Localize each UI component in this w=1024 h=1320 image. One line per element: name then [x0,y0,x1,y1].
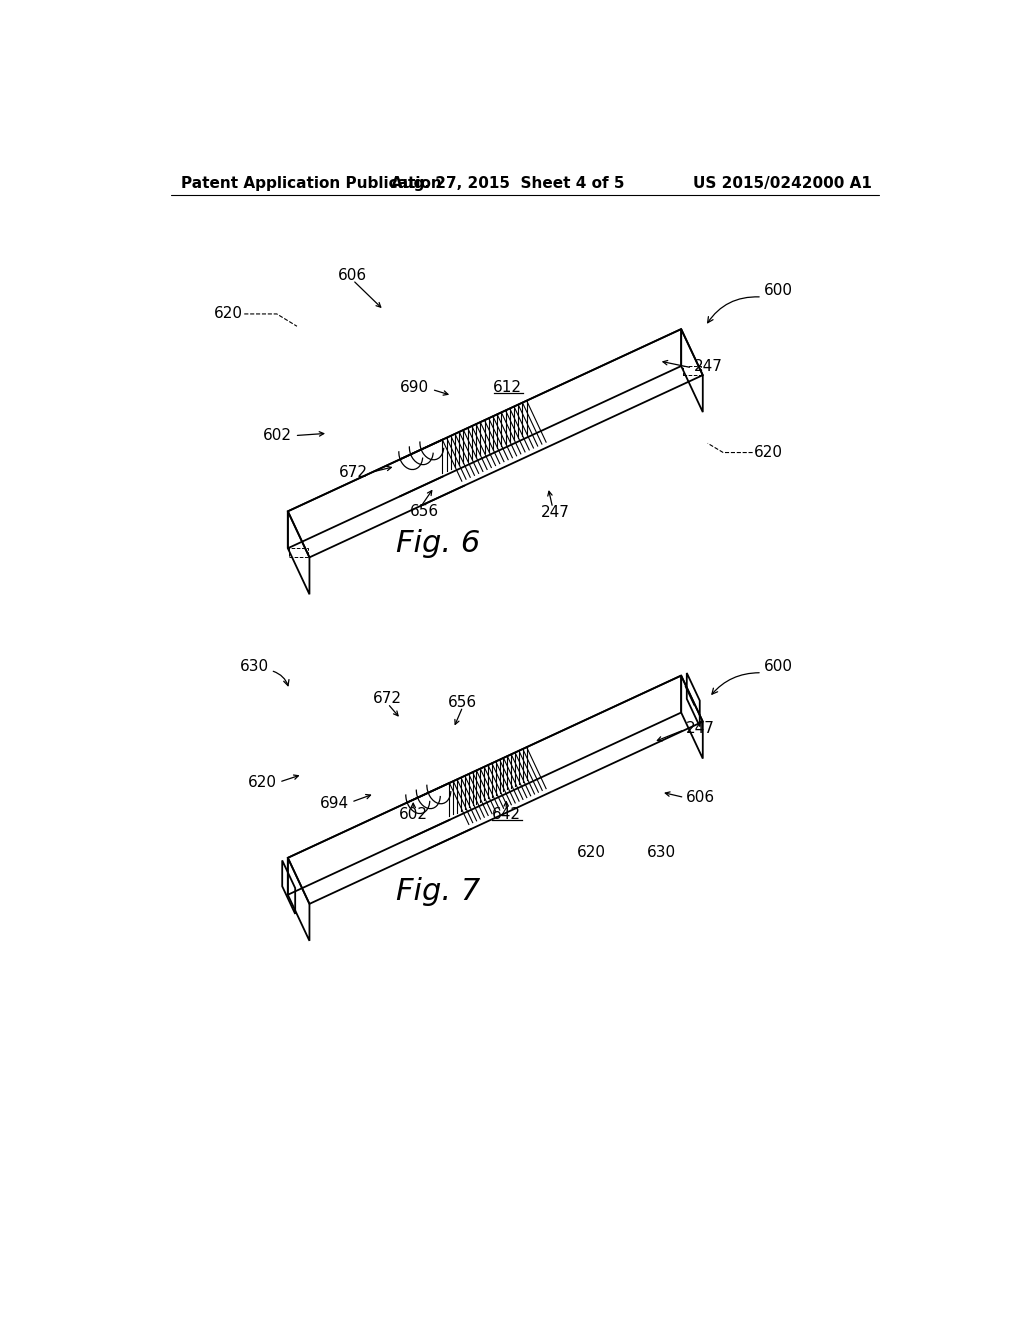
Text: Aug. 27, 2015  Sheet 4 of 5: Aug. 27, 2015 Sheet 4 of 5 [391,176,625,190]
Text: 656: 656 [449,694,477,710]
Text: 247: 247 [686,721,715,735]
Text: 606: 606 [338,268,368,282]
Text: US 2015/0242000 A1: US 2015/0242000 A1 [693,176,872,190]
Text: 694: 694 [319,796,349,812]
Text: 630: 630 [240,659,269,675]
Text: Fig. 6: Fig. 6 [396,529,480,558]
Text: Patent Application Publication: Patent Application Publication [180,176,441,190]
Text: 620: 620 [577,845,606,861]
Text: 656: 656 [410,503,438,519]
Text: 247: 247 [542,506,570,520]
Text: 602: 602 [263,428,292,444]
Text: 630: 630 [646,845,676,861]
Text: 620: 620 [214,306,243,322]
Text: 247: 247 [693,359,723,374]
Text: 620: 620 [755,445,783,461]
Text: 642: 642 [492,807,520,822]
Text: 672: 672 [339,465,369,480]
Text: 620: 620 [248,775,276,789]
Text: 600: 600 [764,284,793,298]
Text: 600: 600 [764,659,793,675]
Text: 612: 612 [494,380,522,396]
Text: 690: 690 [399,380,429,396]
Text: 602: 602 [398,807,428,822]
Text: Fig. 7: Fig. 7 [396,876,480,906]
Text: 606: 606 [686,789,715,805]
Text: 672: 672 [373,692,402,706]
